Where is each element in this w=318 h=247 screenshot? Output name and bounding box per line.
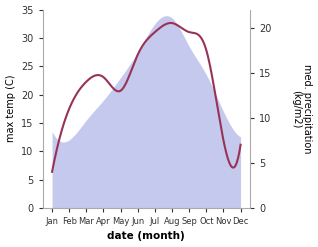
- X-axis label: date (month): date (month): [107, 231, 185, 242]
- Y-axis label: med. precipitation
(kg/m2): med. precipitation (kg/m2): [291, 64, 313, 153]
- Y-axis label: max temp (C): max temp (C): [5, 75, 16, 143]
